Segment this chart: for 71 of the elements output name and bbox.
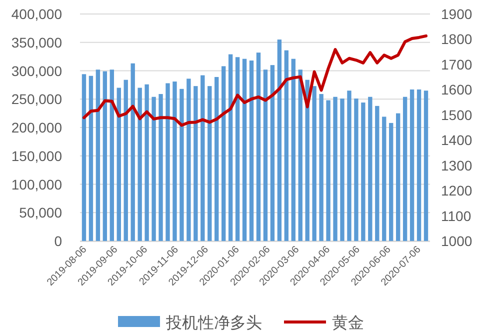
bar [138,88,142,241]
y-tick-label: 350,000 [11,34,62,50]
bar [194,86,198,241]
bar [200,75,205,241]
bar [312,86,316,241]
bar [214,76,219,241]
bar [110,70,114,241]
bar [242,58,247,241]
y-tick-label: 0 [54,233,62,249]
bar [208,86,212,241]
bar [130,63,135,241]
bar [410,89,414,241]
y2-tick-label: 1800 [441,31,472,48]
bar [284,50,289,241]
bar [144,84,149,241]
bar [235,57,240,241]
y-tick-label: 250,000 [11,91,62,108]
y-tick-label: 100,000 [11,176,62,192]
bar [270,65,275,241]
bar [277,40,282,241]
bar [228,54,233,241]
bar [396,113,400,241]
bar [82,74,86,241]
bar [368,96,372,241]
y-tick-label: 400,000 [11,6,62,22]
line-series [82,34,428,127]
bar [291,58,296,241]
y2-tick-label: 1100 [441,208,472,224]
bar [166,83,170,241]
y2-tick-label: 1700 [441,56,472,72]
bar [172,82,177,241]
bar [88,76,94,241]
bar [375,106,380,241]
y2-tick-label: 1300 [441,157,472,174]
bar [382,116,386,241]
bar [340,98,344,241]
legend-label: 黄金 [332,314,364,332]
bar [416,89,422,241]
bar [96,70,100,241]
y2-tick-label: 1900 [441,6,472,22]
y2-tick-label: 1000 [441,233,472,249]
bar [221,66,226,241]
bar [180,88,184,241]
y2-tick-label: 1500 [441,106,472,123]
bar [326,100,330,241]
bar [424,90,428,241]
bar [333,96,338,241]
bar [298,70,302,241]
y2-tick-label: 1400 [441,132,472,148]
bar [152,96,156,241]
bar [263,70,268,241]
bar [354,98,358,241]
y2-tick-label: 1600 [441,82,472,98]
y-tick-label: 200,000 [11,120,62,136]
bar [124,80,128,241]
bar [102,71,108,241]
bar [256,52,261,241]
y-tick-label: 150,000 [11,148,62,164]
bar [116,88,121,241]
bar [402,96,408,241]
bar [347,90,352,241]
bar [249,60,254,241]
bar [389,122,394,241]
y-tick-label: 300,000 [11,62,62,79]
y-tick-label: 50,000 [19,204,62,221]
bar [319,94,324,241]
y2-tick-label: 1200 [441,182,472,199]
bar [186,78,191,241]
bar [158,94,163,241]
bar [361,102,366,241]
legend-label: 投机性净多头 [165,314,262,332]
